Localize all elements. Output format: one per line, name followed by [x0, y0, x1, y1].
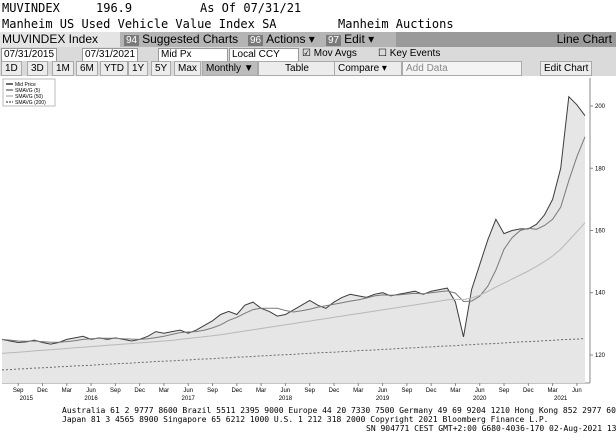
legend-label: SMAVG (50): [15, 94, 43, 100]
period-button[interactable]: YTD: [100, 61, 128, 76]
x-tick-label: Jun: [183, 388, 193, 394]
x-tick-label: Sep: [207, 388, 218, 394]
x-tick-label: Sep: [402, 388, 413, 394]
edit-menu[interactable]: 97 Edit ▾: [326, 32, 374, 48]
x-tick-label: Jun: [86, 388, 96, 394]
table-button[interactable]: Table: [258, 61, 336, 76]
y-tick-label: 180: [595, 166, 606, 172]
footer-line: Japan 81 3 4565 8900 Singapore 65 6212 1…: [62, 415, 549, 424]
x-tick-label: Sep: [499, 388, 510, 394]
suggested-charts[interactable]: 94 Suggested Charts: [124, 32, 238, 48]
y-tick-label: 200: [595, 104, 606, 110]
actions-menu[interactable]: 96 Actions ▾: [248, 32, 315, 48]
source: Manheim Auctions: [338, 17, 454, 31]
key-code: 96: [248, 35, 264, 46]
period-button[interactable]: 6M: [76, 61, 98, 76]
period-button[interactable]: 1Y: [128, 61, 149, 76]
toolbar: MUVINDEX Index 94 Suggested Charts 96 Acti…: [0, 32, 616, 47]
y-tick-label: 160: [595, 229, 606, 235]
security-name: Manheim US Used Vehicle Value Index SA: [2, 17, 277, 31]
last-price: 196.9: [96, 1, 133, 15]
x-tick-label: Dec: [134, 388, 145, 394]
legend-label: SMAVG (200): [15, 100, 46, 106]
footer-line: Australia 61 2 9777 8600 Brazil 5511 239…: [62, 406, 616, 415]
x-tick-label: Dec: [231, 388, 242, 394]
x-tick-label: Sep: [304, 388, 315, 394]
start-date[interactable]: 07/31/2015: [1, 48, 58, 62]
footer-line: SN 904771 CEST GMT+2:00 G680-4036-170 02…: [366, 424, 616, 433]
period-button[interactable]: 1M: [52, 61, 74, 76]
key-events[interactable]: ☐ Key Events: [378, 48, 441, 59]
chart-type[interactable]: Line Chart: [396, 32, 616, 47]
y-tick-label: 140: [595, 291, 606, 297]
key-code: 94: [124, 35, 140, 46]
x-tick-label: Mar: [159, 388, 169, 394]
x-year-label: 2020: [473, 396, 487, 402]
edit-chart[interactable]: Edit Chart: [540, 61, 593, 76]
x-tick-label: Jun: [281, 388, 291, 394]
x-year-label: 2019: [376, 396, 390, 402]
legend-label: SMAVG (5): [15, 88, 41, 94]
label: Key Events: [389, 48, 441, 59]
period-button[interactable]: 5Y: [151, 61, 172, 76]
frequency-select[interactable]: Monthly ▼: [202, 61, 258, 76]
x-tick-label: Dec: [426, 388, 437, 394]
label: Actions ▾: [266, 32, 315, 46]
y-tick-label: 120: [595, 353, 606, 359]
x-year-label: 2017: [182, 396, 196, 402]
area: [2, 96, 585, 383]
x-tick-label: Mar: [547, 388, 557, 394]
x-tick-label: Mar: [353, 388, 363, 394]
as-of: As Of 07/31/21: [200, 1, 302, 15]
x-tick-label: Sep: [13, 388, 24, 394]
security-field[interactable]: MUVINDEX Index: [0, 32, 120, 47]
mov-avgs[interactable]: ☑ Mov Avgs: [302, 48, 357, 59]
x-tick-label: Mar: [256, 388, 266, 394]
x-tick-label: Mar: [450, 388, 460, 394]
x-tick-label: Mar: [62, 388, 72, 394]
legend-label: Mid Price: [15, 82, 36, 88]
x-year-label: 2021: [554, 396, 568, 402]
label: Mov Avgs: [313, 48, 357, 59]
x-tick-label: Jun: [572, 388, 582, 394]
add-data[interactable]: Add Data: [402, 61, 522, 76]
x-tick-label: Dec: [329, 388, 340, 394]
chart: 120 140 160 180 200 Sep Dec Mar Jun Sep Dec Mar Jun S…: [1, 78, 606, 402]
x-tick-label: Dec: [523, 388, 534, 394]
series-line: [1, 338, 586, 371]
field-select[interactable]: Mid Px: [158, 48, 228, 62]
x-tick-label: Jun: [475, 388, 485, 394]
series-line: [1, 136, 586, 343]
label: Edit ▾: [344, 32, 375, 46]
compare-menu[interactable]: Compare ▾: [334, 61, 402, 76]
x-year-label: 2018: [279, 396, 293, 402]
period-button[interactable]: 1D: [1, 61, 22, 76]
currency-select[interactable]: Local CCY: [229, 48, 299, 62]
period-button[interactable]: 3D: [27, 61, 48, 76]
period-button[interactable]: Max: [174, 61, 201, 76]
series-line: [1, 222, 586, 354]
x-tick-label: Dec: [37, 388, 48, 394]
x-tick-label: Jun: [378, 388, 388, 394]
ticker: MUVINDEX: [2, 1, 60, 15]
key-code: 97: [326, 35, 342, 46]
x-year-label: 2016: [84, 396, 98, 402]
settings-bar: 07/31/2015 07/31/2021 Mid Px Local CCY ☑…: [0, 47, 616, 62]
x-year-label: 2015: [20, 396, 34, 402]
range-bar: 1D 3D 1M 6M YTD 1Y 5Y Max Monthly ▼ Tabl…: [0, 61, 616, 76]
label: Suggested Charts: [142, 32, 239, 46]
x-tick-label: Sep: [110, 388, 121, 394]
end-date[interactable]: 07/31/2021: [82, 48, 139, 62]
